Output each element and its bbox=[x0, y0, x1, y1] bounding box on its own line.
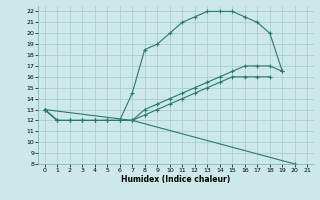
X-axis label: Humidex (Indice chaleur): Humidex (Indice chaleur) bbox=[121, 175, 231, 184]
